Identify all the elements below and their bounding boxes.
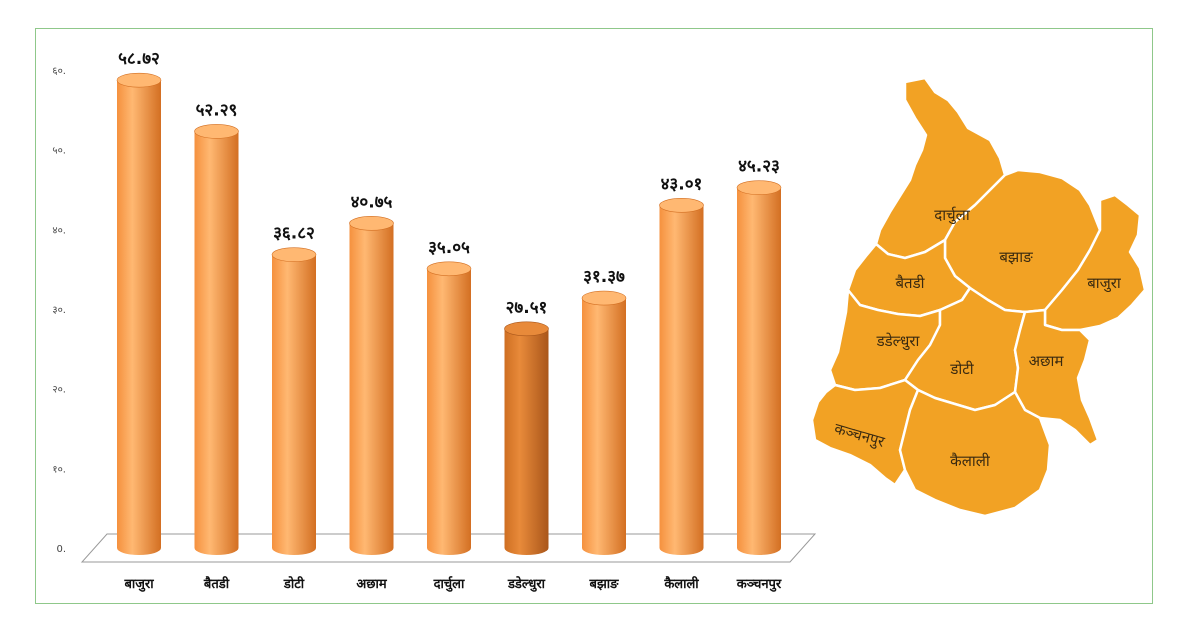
bar-top [426,261,472,277]
map-label-darchula: दार्चुला [934,206,971,225]
category-label: दार्चुला [433,576,465,592]
category-label: अछाम [356,577,387,592]
bar-top [659,198,704,213]
y-tick-label: ६०. [52,66,66,77]
chart-frame [35,28,1153,604]
y-tick-label: ५०. [52,146,66,157]
map-district-kanchanpur [810,378,920,487]
bar-body [427,268,471,555]
map-district-kailali [898,388,1052,518]
map-district-bajura [1043,193,1147,332]
y-tick-label: ३०. [52,305,66,316]
map-label-bajura: बाजुरा [1087,274,1122,293]
data-label: ४३.०१ [661,174,703,194]
map-district-achham [1013,308,1100,447]
y-tick-label: २०. [52,385,66,396]
data-label: ३५.०५ [428,238,470,258]
category-label: बाजुरा [123,577,154,592]
bar [736,180,782,555]
bar-top [504,321,549,337]
map-label-bajhang: बझाङ [999,248,1033,266]
data-label: ४०.७५ [351,192,393,212]
bar-top [194,124,239,139]
bar [271,247,317,555]
category-label: कैलाली [663,576,699,592]
bar-top [271,247,317,262]
bar-body [504,328,549,556]
y-tick-label: ४०. [52,225,66,236]
map-label-kailali: कैलाली [950,452,991,470]
data-label: ५८.७२ [118,49,160,69]
category-label: बझाङ [589,577,620,592]
data-label: ३१.३७ [583,267,625,287]
bar [116,72,162,556]
bar [581,290,627,555]
bar [194,124,239,556]
bar-body [659,205,704,556]
category-label: बैतडी [203,576,230,592]
map-label-achham: अछाम [1029,352,1065,370]
bar-top [349,216,394,231]
district-map: दार्चुला बझाङ बाजुरा बैतडी डडेल्धुरा डोट… [810,76,1147,518]
bar-body [194,131,239,556]
map-label-doti: डोटी [949,360,974,378]
bar-body [582,298,626,555]
data-label: ५२.२९ [196,100,238,120]
y-tick-label: 0. [56,544,66,555]
data-labels: ५८.७२ ५२.२९ ३६.८२ ४०.७५ ३५.०५ २७.५१ ३१.३७ ४३.०१… [118,49,780,318]
bar-body [117,80,161,556]
bar [349,216,394,556]
category-label: कञ्चनपुर [736,577,782,592]
map-label-baitadi: बैतडी [895,274,925,292]
category-label: डडेल्धुरा [507,576,546,592]
category-label: डोटी [283,576,305,592]
bar-top [116,72,162,88]
bar [426,261,472,555]
bar-top [581,290,627,306]
category-labels: बाजुरा बैतडी डोटी अछाम दार्चुला डडेल्धुरा बझाङ… [123,576,781,592]
data-label: २७.५१ [506,298,548,318]
data-label: ३६.८२ [273,224,315,244]
bar-body [272,254,316,555]
bar-top [736,180,782,195]
y-axis-ticks: 0. १०. २०. ३०. ४०. ५०. ६०. [52,66,66,555]
y-tick-label: १०. [52,464,66,475]
bar-body [349,223,394,556]
bar-body [737,187,781,555]
bar [504,321,549,556]
map-label-dadeldhura: डडेल्धुरा [876,332,921,351]
bar-series [116,72,782,556]
bar [659,198,704,556]
data-label: ४५.२३ [738,157,780,177]
